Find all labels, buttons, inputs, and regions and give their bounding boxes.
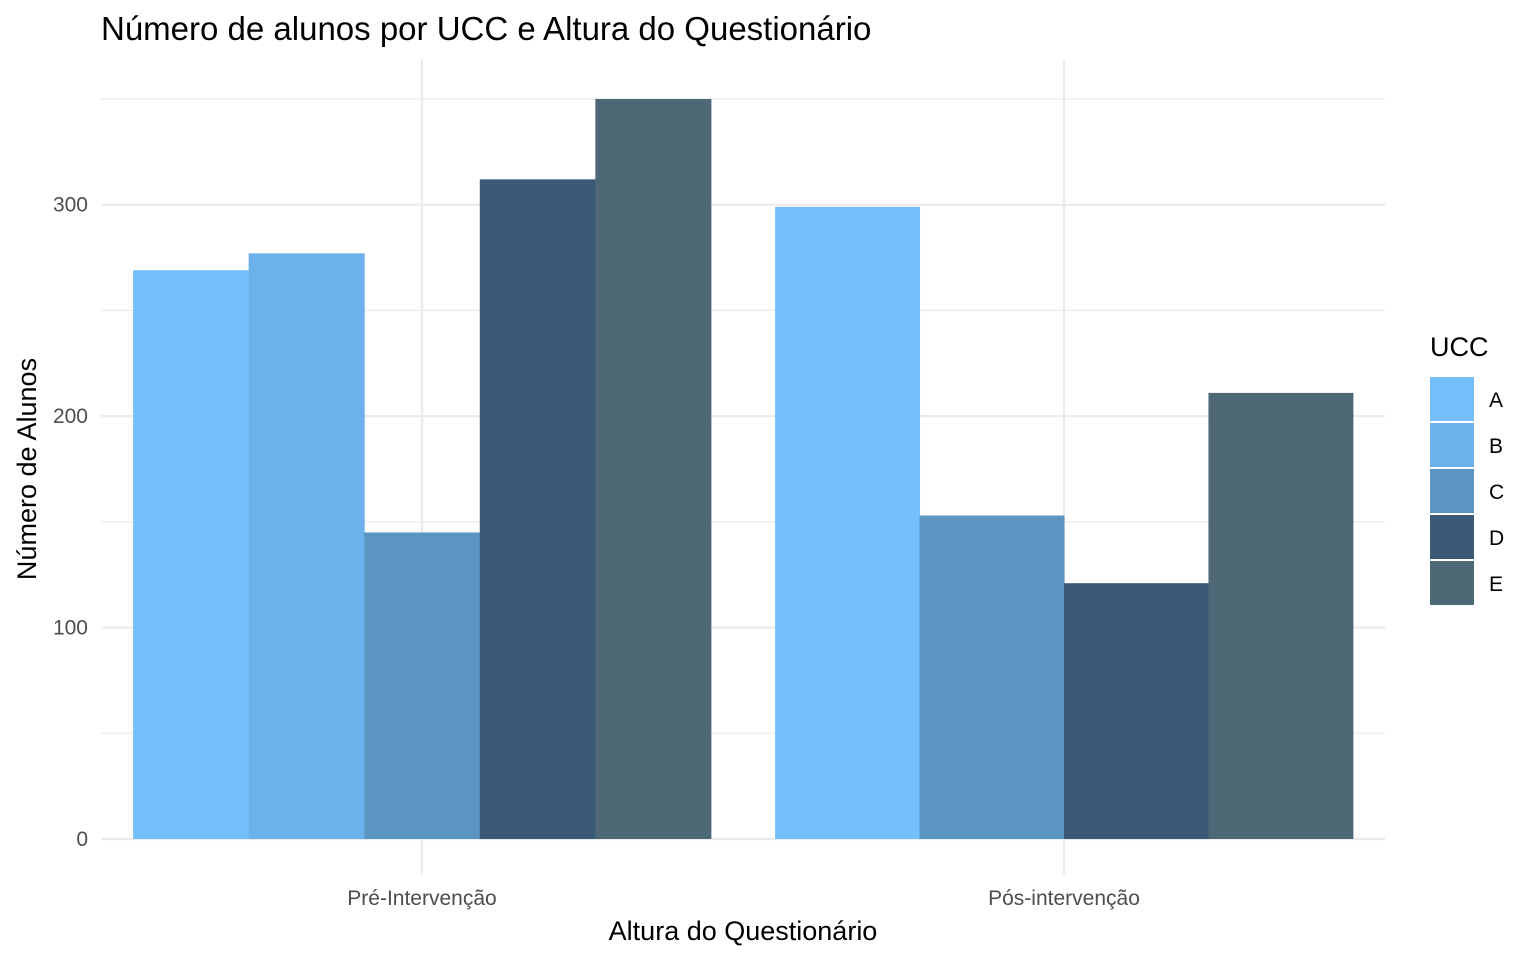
legend-key-D	[1430, 515, 1474, 559]
bars-layer	[133, 99, 1354, 840]
legend-label-A: A	[1489, 389, 1503, 412]
bar-D-pre	[479, 179, 596, 840]
legend-title: UCC	[1430, 332, 1489, 362]
bar-D-pos	[1064, 583, 1209, 839]
y-tick-label: 300	[53, 194, 88, 217]
bar-E-pos	[1208, 392, 1354, 839]
chart-title: Número de alunos por UCC e Altura do Que…	[101, 10, 871, 47]
x-axis-title: Altura do Questionário	[609, 916, 878, 946]
y-tick-label: 200	[53, 405, 88, 428]
legend-key-A	[1430, 377, 1474, 421]
x-tick-label: Pré-Intervenção	[347, 887, 496, 910]
legend-key-B	[1430, 423, 1474, 467]
bar-B-pre	[248, 253, 365, 840]
legend-label-E: E	[1489, 573, 1503, 596]
axis-layer: Pré-Intervenção Pós-intervenção 0 100 200 300	[53, 194, 1140, 910]
bar-A-pre	[133, 270, 250, 839]
bar-C-pre	[364, 532, 481, 839]
legend-key-C	[1430, 469, 1474, 513]
legend-key-E	[1430, 561, 1474, 605]
legend-label-D: D	[1489, 527, 1504, 550]
y-tick-label: 0	[76, 828, 88, 851]
y-axis-title: Número de Alunos	[12, 358, 42, 580]
y-tick-label: 100	[53, 617, 88, 640]
bar-E-pre	[595, 99, 712, 839]
bar-C-pos	[919, 515, 1065, 839]
bar-A-pos	[775, 206, 921, 840]
x-tick-label: Pós-intervenção	[988, 887, 1140, 910]
legend-label-C: C	[1489, 481, 1504, 504]
legend-label-B: B	[1489, 435, 1503, 458]
